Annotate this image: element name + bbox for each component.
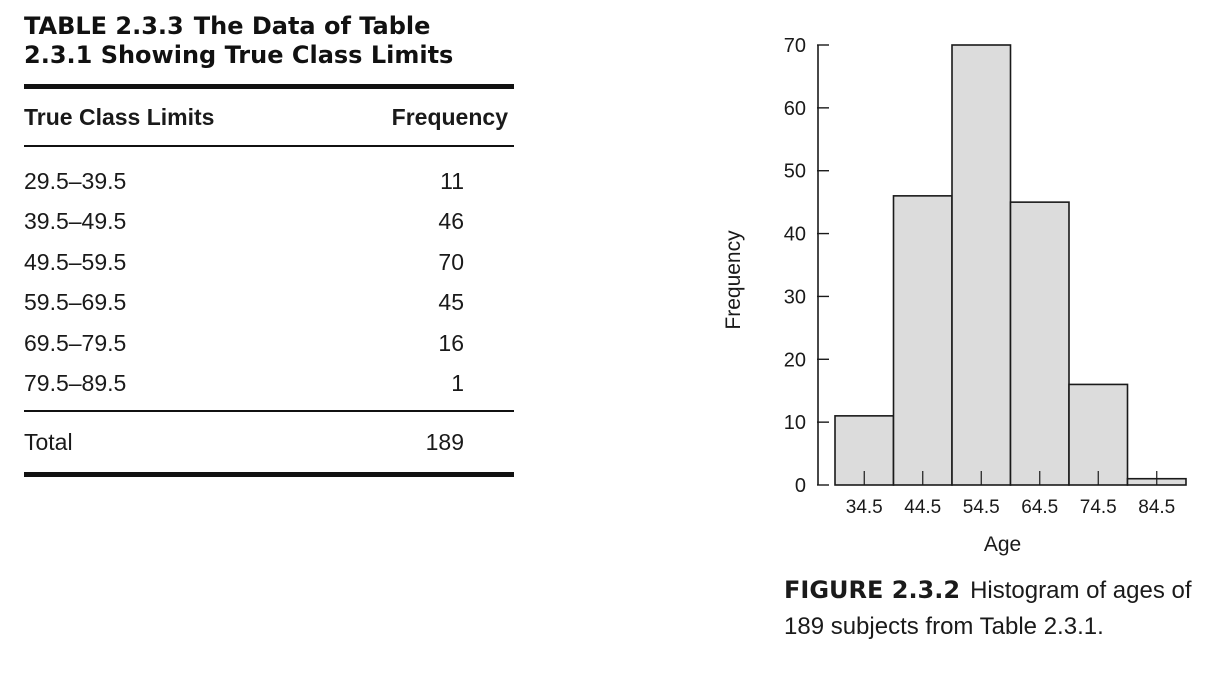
y-tick-label: 40 bbox=[784, 224, 806, 246]
y-tick-label: 20 bbox=[784, 349, 806, 371]
x-tick-label: 64.5 bbox=[1021, 497, 1058, 518]
x-tick-label: 54.5 bbox=[963, 497, 1000, 518]
total-label: Total bbox=[24, 428, 73, 455]
header-true-class-limits: True Class Limits bbox=[24, 103, 215, 130]
histogram-bar bbox=[1009, 201, 1070, 486]
frequency-cell: 46 bbox=[438, 208, 464, 235]
table-header-row: True Class Limits Frequency bbox=[24, 89, 514, 145]
y-tick-label: 10 bbox=[784, 412, 806, 434]
table-total-row: Total 189 bbox=[24, 412, 514, 472]
frequency-cell: 70 bbox=[438, 248, 464, 275]
header-frequency: Frequency bbox=[391, 103, 508, 130]
table-header-rule bbox=[24, 145, 514, 147]
y-tick-label: 30 bbox=[784, 286, 806, 308]
class-limits-cell: 79.5–89.5 bbox=[24, 370, 127, 397]
frequency-cell: 11 bbox=[440, 167, 464, 194]
class-limits-cell: 29.5–39.5 bbox=[24, 167, 127, 194]
table-body: 29.5–39.5 11 39.5–49.5 46 49.5–59.5 70 5… bbox=[24, 147, 514, 410]
frequency-cell: 1 bbox=[451, 370, 464, 397]
x-tick-label: 34.5 bbox=[846, 497, 883, 518]
figure-number: FIGURE 2.3.2 bbox=[784, 576, 961, 604]
y-tick-label: 0 bbox=[795, 475, 806, 497]
y-axis-label: Frequency bbox=[722, 230, 745, 330]
total-value: 189 bbox=[425, 428, 464, 455]
histogram-bar bbox=[951, 44, 1012, 486]
y-tick-label: 50 bbox=[784, 161, 806, 183]
ticks-layer: 34.5 44.5 54.5 64.5 74.5 84.5 0 10 20 30 40 50 60 70 bbox=[784, 35, 1175, 518]
x-tick-label: 44.5 bbox=[904, 497, 941, 518]
table-row: 39.5–49.5 46 bbox=[24, 202, 514, 243]
table-row: 59.5–69.5 45 bbox=[24, 283, 514, 324]
frequency-cell: 16 bbox=[438, 329, 464, 356]
table-row: 69.5–79.5 16 bbox=[24, 323, 514, 364]
x-tick-label: 84.5 bbox=[1138, 497, 1175, 518]
histogram-bar bbox=[892, 195, 953, 486]
table-bottom-rule bbox=[24, 472, 514, 477]
class-limits-cell: 59.5–69.5 bbox=[24, 289, 127, 316]
frequency-cell: 45 bbox=[438, 289, 464, 316]
class-limits-cell: 49.5–59.5 bbox=[24, 248, 127, 275]
x-axis-label: Age bbox=[984, 533, 1021, 556]
histogram-bar bbox=[1068, 383, 1129, 486]
figure-caption: FIGURE 2.3.2 Histogram of ages of 189 sub… bbox=[784, 572, 1204, 645]
table-total-rule bbox=[24, 410, 514, 412]
table-number: TABLE 2.3.3 bbox=[24, 12, 184, 40]
table-row: 79.5–89.5 1 bbox=[24, 364, 514, 405]
class-limits-cell: 69.5–79.5 bbox=[24, 329, 127, 356]
table-top-rule bbox=[24, 84, 514, 89]
bars-layer bbox=[834, 44, 1187, 486]
frequency-table: TABLE 2.3.3 The Data of Table 2.3.1 Showi… bbox=[24, 12, 514, 477]
table-title: The Data of Table 2.3.1 Showing True Cla… bbox=[24, 12, 454, 69]
y-tick-label: 60 bbox=[784, 98, 806, 120]
table-caption: TABLE 2.3.3 The Data of Table 2.3.1 Showi… bbox=[24, 12, 494, 70]
class-limits-cell: 39.5–49.5 bbox=[24, 208, 127, 235]
x-tick-label: 74.5 bbox=[1080, 497, 1117, 518]
histogram-chart: 34.5 44.5 54.5 64.5 74.5 84.5010203040506070 … bbox=[722, 35, 1187, 556]
y-tick-label: 70 bbox=[784, 35, 806, 57]
figure-caption-text: Histogram of ages of 189 subjects from T… bbox=[784, 577, 1192, 640]
table-row: 49.5–59.5 70 bbox=[24, 242, 514, 283]
table-row: 29.5–39.5 11 bbox=[24, 161, 514, 202]
